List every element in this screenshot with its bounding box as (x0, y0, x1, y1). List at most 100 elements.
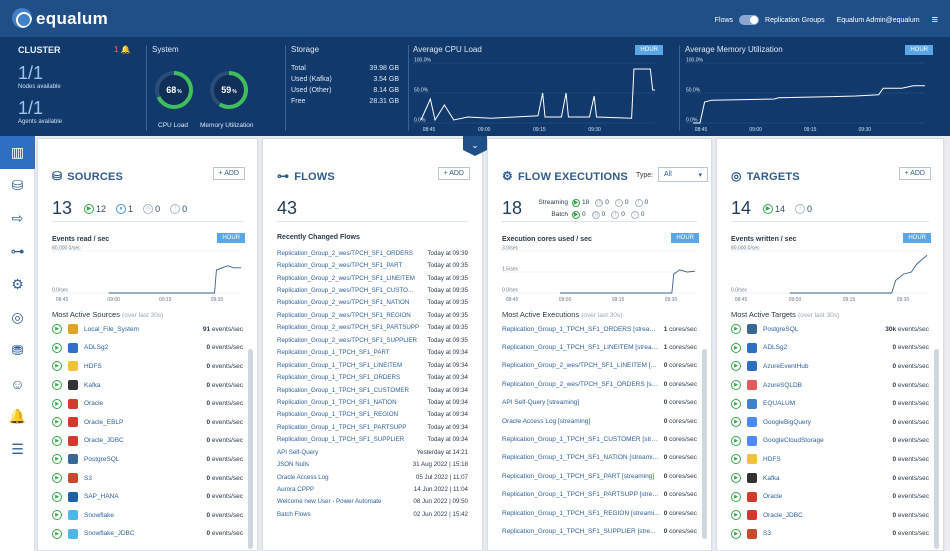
nav-targets-icon[interactable]: ◎ (11, 309, 24, 325)
connector-name[interactable]: EQUALUM (763, 400, 796, 408)
list-item[interactable]: ▶ GoogleCloudStorage 0 events/sec (731, 432, 929, 451)
add-flow-button[interactable]: + ADD (437, 167, 470, 180)
list-item[interactable]: ▶ Local_File_System 91 events/sec (52, 320, 243, 339)
play-icon[interactable]: ▶ (52, 435, 62, 446)
connector-name[interactable]: AzureEventHub (763, 362, 809, 370)
list-item[interactable]: ▶ Oracle_JDBC 0 events/sec (52, 432, 243, 451)
list-item[interactable]: ▶ Kafka 0 events/sec (52, 376, 243, 395)
flow-item[interactable]: Welcome new User - Power Automate 08 Jun … (277, 496, 468, 508)
flow-name[interactable]: Oracle Access Log (277, 473, 329, 481)
execution-name[interactable]: Replication_Group_2_wes/TPCH_SF1_LINEITE… (502, 362, 660, 370)
execution-item[interactable]: Replication_Group_1_TPCH_SF1_SUPPLIER [s… (502, 522, 697, 540)
execution-name[interactable]: Replication_Group_1_TPCH_SF1_ORDERS [str… (502, 325, 660, 333)
play-icon[interactable]: ▶ (52, 473, 62, 484)
flow-name[interactable]: Replication_Group_2_wes/TPCH_SF1_PARTSUP… (277, 324, 420, 332)
flow-name[interactable]: Replication_Group_2_wes/TPCH_SF1_REGION (277, 311, 411, 319)
execution-status-badge[interactable]: ◷ 0 (591, 209, 605, 221)
nav-notifications-icon[interactable]: 🔔 (8, 408, 27, 424)
type-select[interactable]: All ▾ (658, 167, 708, 182)
list-item[interactable]: ▶ Kafka 0 events/sec (731, 469, 929, 488)
connector-name[interactable]: HDFS (763, 455, 781, 463)
flow-name[interactable]: Replication_Group_2_wes/TPCH_SF1_LINEITE… (277, 274, 415, 282)
execution-item[interactable]: Replication_Group_1_TPCH_SF1_NATION [str… (502, 449, 697, 467)
execution-name[interactable]: Replication_Group_1_TPCH_SF1_LINEITEM [s… (502, 344, 660, 352)
targets-scrollbar[interactable] (934, 349, 939, 549)
nav-streams-icon[interactable]: ⇨ (11, 210, 24, 226)
flow-name[interactable]: Replication_Group_1_TPCH_SF1_SUPPLIER (277, 436, 405, 444)
flow-item[interactable]: Replication_Group_2_wes/TPCH_SF1_REGION T… (277, 309, 468, 321)
connector-name[interactable]: GoogleBigQuery (763, 418, 812, 426)
connector-name[interactable]: ADLSg2 (84, 344, 109, 352)
play-icon[interactable]: ▶ (731, 398, 741, 409)
play-icon[interactable]: ▶ (52, 398, 62, 409)
play-icon[interactable]: ▶ (731, 473, 741, 484)
execution-item[interactable]: Replication_Group_2_wes/TPCH_SF1_LINEITE… (502, 357, 697, 375)
flow-name[interactable]: JSON Nulls (277, 461, 309, 469)
user-menu[interactable]: Equalum Admin@equalum (836, 16, 920, 24)
flow-name[interactable]: Replication_Group_1_TPCH_SF1_CUSTOMER (277, 386, 409, 394)
flow-name[interactable]: Replication_Group_2_wes/TPCH_SF1_SUPPLIE… (277, 336, 417, 344)
flow-item[interactable]: Replication_Group_2_wes/TPCH_SF1_ORDERS T… (277, 247, 468, 259)
play-icon[interactable]: ▶ (52, 417, 62, 428)
execution-name[interactable]: Replication_Group_1_TPCH_SF1_SUPPLIER [s… (502, 527, 656, 535)
connector-name[interactable]: AzureSQLDB (763, 381, 803, 389)
cpu-hour-button[interactable]: HOUR (635, 45, 663, 55)
execution-item[interactable]: Replication_Group_1_TPCH_SF1_PARTSUPP [s… (502, 486, 697, 504)
execution-name[interactable]: Replication_Group_1_TPCH_SF1_CUSTOMER [s… (502, 436, 660, 444)
targets-hour-button[interactable]: HOUR (903, 233, 931, 243)
connector-name[interactable]: Snowflake (84, 511, 114, 519)
list-item[interactable]: ▶ Oracle_EBLP 0 events/sec (52, 413, 243, 432)
list-item[interactable]: ▶ GoogleBigQuery 0 events/sec (731, 413, 929, 432)
play-icon[interactable]: ▶ (731, 510, 741, 521)
connector-name[interactable]: Oracle (763, 493, 783, 501)
execution-item[interactable]: Replication_Group_1_TPCH_SF1_ORDERS [str… (502, 320, 697, 338)
flow-item[interactable]: Replication_Group_1_TPCH_SF1_CUSTOMER Tod… (277, 384, 468, 396)
list-item[interactable]: ▶ ADLSg2 0 events/sec (731, 339, 929, 358)
flow-item[interactable]: Replication_Group_1_TPCH_SF1_PART Today a… (277, 347, 468, 359)
play-icon[interactable]: ▶ (52, 528, 62, 539)
connector-name[interactable]: Local_File_System (84, 325, 139, 333)
execution-status-badge[interactable]: ▶ 0 (572, 209, 586, 221)
play-icon[interactable]: ▶ (731, 380, 741, 391)
status-count-badge[interactable]: ▶ 12 (84, 203, 106, 214)
connector-name[interactable]: Kafka (763, 474, 780, 482)
nav-users-icon[interactable]: ☺ (10, 375, 25, 392)
list-item[interactable]: ▶ PostgreSQL 0 events/sec (52, 450, 243, 469)
flow-name[interactable]: Batch Flows (277, 510, 311, 518)
play-icon[interactable]: ▶ (52, 361, 62, 372)
play-icon[interactable]: ▶ (52, 342, 62, 353)
execution-name[interactable]: Replication_Group_1_TPCH_SF1_NATION [str… (502, 454, 660, 462)
execution-item[interactable]: Replication_Group_1_TPCH_SF1_CUSTOMER [s… (502, 430, 697, 448)
play-icon[interactable]: ▶ (52, 510, 62, 521)
execution-name[interactable]: Replication_Group_1_TPCH_SF1_PARTSUPP [s… (502, 491, 660, 499)
connector-name[interactable]: PostgreSQL (84, 455, 120, 463)
flow-item[interactable]: Replication_Group_1_TPCH_SF1_REGION Today… (277, 409, 468, 421)
list-item[interactable]: ▶ HDFS 0 events/sec (52, 357, 243, 376)
flow-item[interactable]: Replication_Group_2_wes/TPCH_SF1_SUPPLIE… (277, 334, 468, 346)
play-icon[interactable]: ▶ (731, 342, 741, 353)
list-item[interactable]: ▶ SAP_HANA 0 events/sec (52, 487, 243, 506)
flow-name[interactable]: Replication_Group_1_TPCH_SF1_PARTSUPP (277, 423, 407, 431)
flow-item[interactable]: Replication_Group_2_wes/TPCH_SF1_CUSTO..… (277, 284, 468, 296)
status-count-badge[interactable]: ! 0 (795, 203, 812, 214)
flow-item[interactable]: Oracle Access Log 05 Jul 2022 | 11:07 (277, 471, 468, 483)
nav-settings-icon[interactable]: ⚙ (11, 276, 24, 292)
nav-replication-icon[interactable]: ⛃ (11, 342, 24, 358)
execution-item[interactable]: Replication_Group_1_TPCH_SF1_LINEITEM [s… (502, 338, 697, 356)
execution-status-badge[interactable]: ▶ 18 (572, 197, 589, 209)
flow-name[interactable]: Welcome new User - Power Automate (277, 498, 382, 506)
connector-name[interactable]: Oracle_EBLP (84, 418, 124, 426)
status-count-badge[interactable]: ! 0 (170, 203, 187, 214)
connector-name[interactable]: GoogleCloudStorage (763, 437, 824, 445)
flow-item[interactable]: Replication_Group_1_TPCH_SF1_ORDERS Today… (277, 371, 468, 383)
flow-item[interactable]: JSON Nulls 31 Aug 2022 | 15:18 (277, 458, 468, 470)
flow-name[interactable]: Replication_Group_2_wes/TPCH_SF1_CUSTO..… (277, 287, 414, 295)
play-icon[interactable]: ▶ (731, 528, 741, 539)
flow-name[interactable]: Replication_Group_1_TPCH_SF1_PART (277, 349, 390, 357)
execution-item[interactable]: API Self-Query [streaming] 0 cores/sec (502, 394, 697, 412)
connector-name[interactable]: S3 (763, 530, 771, 538)
executions-scrollbar[interactable] (702, 349, 707, 539)
list-item[interactable]: ▶ S3 0 events/sec (731, 525, 929, 544)
flow-item[interactable]: Replication_Group_2_wes/TPCH_SF1_NATION T… (277, 297, 468, 309)
list-item[interactable]: ▶ AzureSQLDB 0 events/sec (731, 376, 929, 395)
